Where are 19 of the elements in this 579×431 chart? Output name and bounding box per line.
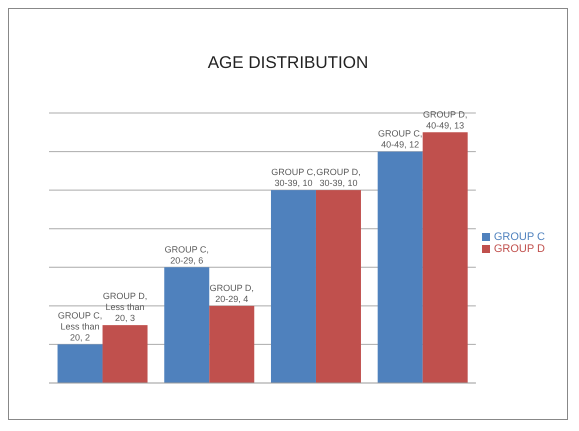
- data-label: GROUP C, Less than 20, 2: [58, 310, 102, 342]
- legend-label: GROUP D: [494, 243, 545, 255]
- data-label: GROUP D, Less than 20, 3: [102, 291, 148, 324]
- bar: [164, 267, 210, 383]
- bar: [102, 325, 148, 383]
- data-label: GROUP C, 40-49, 12: [378, 128, 422, 150]
- bar: [270, 190, 316, 383]
- chart-title: AGE DISTRIBUTION: [206, 52, 370, 73]
- data-label: GROUP D, 20-29, 4: [210, 282, 254, 304]
- data-label: GROUP C, 20-29, 6: [164, 244, 209, 266]
- data-label: GROUP C, 30-39, 10: [271, 167, 316, 188]
- legend-label: GROUP C: [494, 231, 545, 243]
- bar: [422, 132, 468, 383]
- bar: [209, 306, 254, 383]
- bar: [316, 190, 361, 383]
- bar: [58, 344, 103, 383]
- bar: [378, 152, 423, 383]
- data-label: GROUP D, 40-49, 13: [423, 109, 468, 130]
- data-label: GROUP D, 30-39, 10: [316, 167, 361, 188]
